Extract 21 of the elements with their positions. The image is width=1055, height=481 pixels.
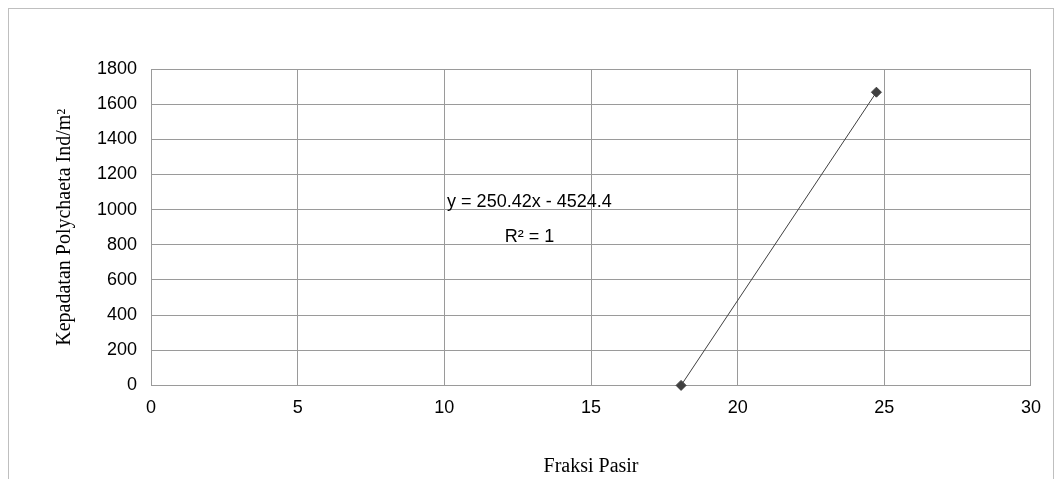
- x-tick-label: 25: [874, 397, 895, 418]
- x-tick-label: 0: [146, 397, 157, 418]
- y-tick-label: 800: [107, 233, 138, 254]
- x-tick-label: 20: [727, 397, 748, 418]
- y-tick-label: 1600: [97, 93, 138, 114]
- x-tick-label: 10: [434, 397, 455, 418]
- x-tick-label: 5: [292, 397, 303, 418]
- y-tick-label: 1400: [97, 128, 138, 149]
- y-tick-label: 1000: [97, 198, 138, 219]
- annotation: R² = 1: [504, 225, 555, 246]
- y-tick-label: 0: [127, 374, 138, 395]
- y-tick-label: 1200: [97, 163, 138, 184]
- y-tick-label: 600: [107, 268, 138, 289]
- y-tick-label: 1800: [97, 57, 138, 78]
- y-tick-label: 400: [107, 304, 138, 325]
- y-axis-title: Kepadatan Polychaeta Ind/m²: [52, 108, 76, 346]
- y-tick-label: 200: [107, 339, 138, 360]
- x-tick-label: 30: [1020, 397, 1041, 418]
- x-tick-label: 15: [581, 397, 602, 418]
- x-axis-title: Fraksi Pasir: [543, 454, 639, 477]
- annotation: y = 250.42x - 4524.4: [447, 190, 612, 211]
